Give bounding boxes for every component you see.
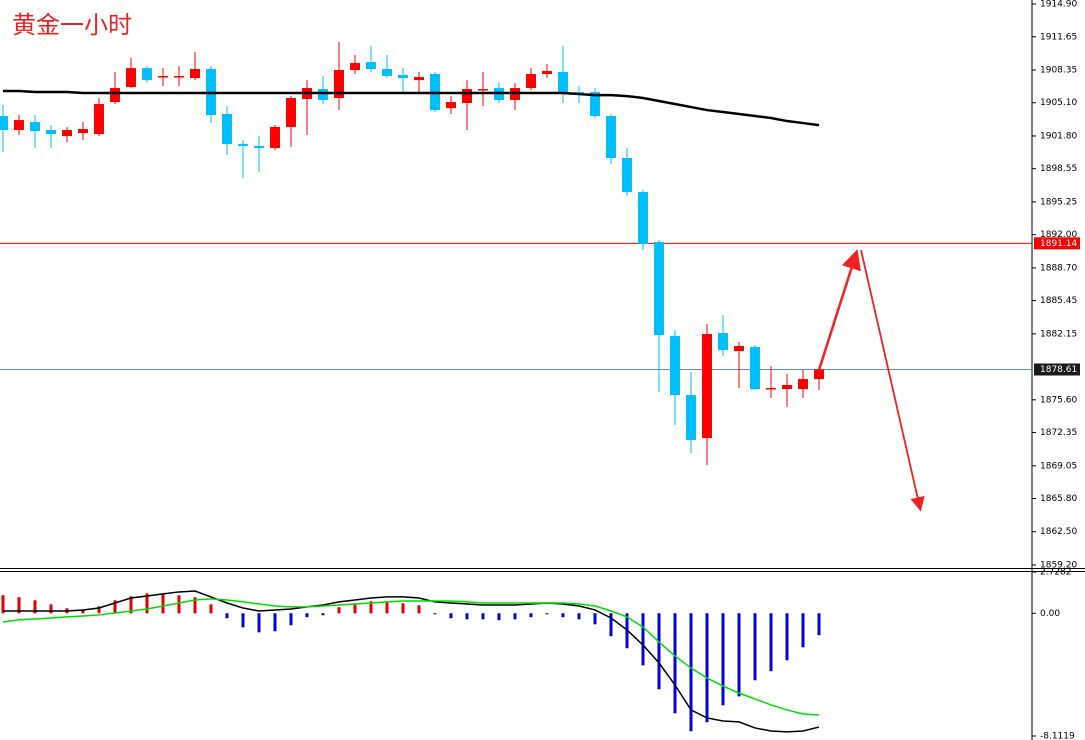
y-tick-label: 1859.20 — [1040, 560, 1077, 570]
candle-body — [142, 68, 152, 81]
y-tick-label: 1885.45 — [1040, 296, 1077, 306]
candle-body — [702, 334, 712, 439]
candle-body — [254, 146, 264, 149]
candle-body — [14, 120, 24, 131]
candle-body — [350, 63, 360, 70]
forecast-arrow-up — [817, 249, 861, 371]
moving-average — [3, 89, 820, 127]
y-tick-label: 1911.65 — [1040, 32, 1077, 42]
level-label-box — [1034, 363, 1080, 376]
candle-body — [718, 333, 728, 351]
chart-title: 黄金一小时 — [12, 11, 132, 39]
candle-body — [590, 92, 600, 117]
candle-body — [798, 379, 808, 390]
candle-body — [606, 116, 616, 159]
candle-body — [686, 395, 696, 440]
y-tick-label: 2.7282 — [1040, 568, 1072, 578]
candle-body — [478, 89, 488, 91]
candle-body — [462, 89, 472, 104]
candle-body — [126, 68, 136, 88]
y-tick-label: -8.1119 — [1040, 732, 1075, 740]
y-tick-label: 1901.80 — [1040, 131, 1077, 141]
y-tick-label: 1882.15 — [1040, 329, 1077, 339]
forecast-arrow-down — [860, 249, 925, 512]
candle-body — [0, 116, 8, 131]
candle-body — [46, 130, 56, 135]
candle-body — [94, 104, 104, 135]
y-tick-label: 1895.25 — [1040, 197, 1077, 207]
candle-body — [654, 242, 664, 336]
candle-body — [334, 69, 344, 98]
candle-body — [750, 347, 760, 390]
y-tick-label: 1892.00 — [1040, 230, 1077, 240]
y-tick-label: 1875.60 — [1040, 395, 1077, 405]
candle-body — [318, 89, 328, 101]
candle-body — [558, 72, 568, 93]
candle-body — [366, 62, 376, 69]
candle-body — [158, 76, 168, 78]
indicator-line — [2, 598, 820, 716]
candle-body — [30, 122, 40, 132]
candle-body — [414, 77, 424, 81]
candle-body — [286, 97, 296, 127]
y-tick-label: 1862.50 — [1040, 527, 1077, 537]
candle-body — [734, 346, 744, 352]
candle-body — [398, 75, 408, 79]
y-tick-label: 1888.70 — [1040, 263, 1077, 273]
level-label-box — [1034, 237, 1080, 250]
candle-body — [782, 385, 792, 390]
candle-body — [110, 88, 120, 103]
y-tick-label: 1898.55 — [1040, 164, 1077, 174]
candle-body — [638, 192, 648, 245]
level-label: 1891.14 — [1040, 239, 1077, 249]
candle-body — [670, 336, 680, 396]
y-tick-label: 1865.80 — [1040, 494, 1077, 504]
level-label: 1878.61 — [1040, 365, 1077, 375]
candle-body — [542, 71, 552, 75]
candle-body — [814, 369, 824, 380]
candle-body — [78, 129, 88, 134]
candle-body — [622, 158, 632, 193]
y-tick-label: 1869.05 — [1040, 461, 1077, 471]
candle-body — [190, 68, 200, 79]
candle-body — [766, 388, 776, 390]
candle-body — [382, 68, 392, 77]
candle-body — [238, 144, 248, 147]
candle-body — [526, 74, 536, 89]
y-tick-label: 1914.90 — [1040, 0, 1077, 10]
candle-body — [446, 102, 456, 109]
y-tick-label: 0.00 — [1040, 609, 1060, 619]
y-tick-label: 1872.35 — [1040, 428, 1077, 438]
candle-body — [62, 130, 72, 137]
indicator-line — [3, 590, 820, 733]
y-tick-label: 1905.10 — [1040, 98, 1077, 108]
candle-body — [270, 126, 280, 149]
candle-body — [174, 76, 184, 78]
candle-body — [222, 114, 232, 145]
y-tick-label: 1908.35 — [1040, 65, 1077, 75]
